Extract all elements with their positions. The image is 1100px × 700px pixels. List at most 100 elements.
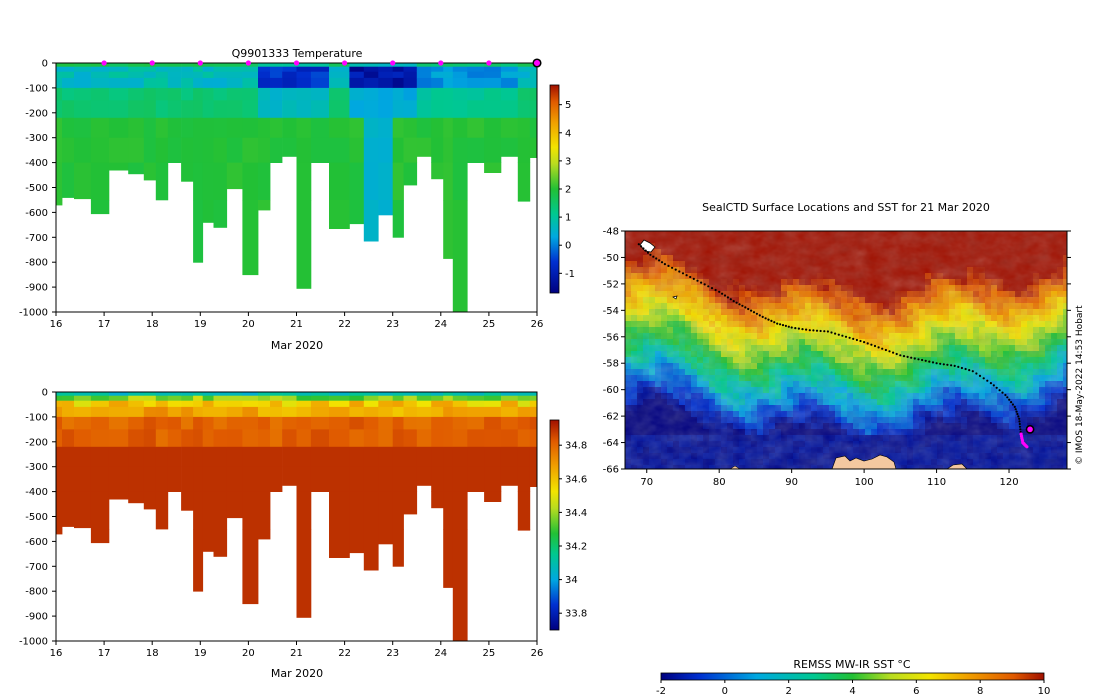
profile-cell <box>529 466 538 487</box>
profile-cell <box>90 529 110 544</box>
profile-cell <box>270 66 283 73</box>
profile-cell <box>155 117 169 139</box>
profile-cell <box>452 429 468 448</box>
profile-cell <box>193 446 204 468</box>
profile-cell <box>128 87 145 101</box>
profile-cell <box>258 529 271 540</box>
profile-cell <box>62 137 75 163</box>
profile-cell <box>108 406 129 418</box>
profile-cell <box>90 77 110 89</box>
profile-cell <box>403 446 418 468</box>
profile-cell <box>443 446 454 468</box>
profile-cell <box>62 87 75 101</box>
seal-surface-location <box>863 341 866 344</box>
profile-cell <box>296 529 312 618</box>
current-profile-marker <box>532 58 542 68</box>
profile-cell <box>155 77 169 89</box>
seal-surface-location <box>764 317 767 320</box>
colorbar-tick-label: 4 <box>565 128 571 139</box>
profile-cell <box>108 400 129 408</box>
profile-cell <box>282 63 297 68</box>
profile-cell <box>517 446 531 468</box>
surface-profile-marker <box>486 60 492 66</box>
lat-tick-label: -48 <box>603 227 619 238</box>
seal-surface-location <box>986 379 989 382</box>
y-tick-label: -300 <box>25 133 48 144</box>
profile-cell <box>443 491 454 530</box>
profile-cell <box>467 429 485 448</box>
seal-surface-location <box>1018 425 1022 428</box>
profile-cell <box>242 77 259 89</box>
profile-cell <box>242 466 259 492</box>
profile-cell <box>90 392 110 397</box>
profile-cell <box>378 117 394 139</box>
profile-cell <box>500 66 519 73</box>
profile-cell <box>90 400 110 408</box>
salinity-y-axis: 0 -100 -200 -300 -400 -500 -600 -700 -800 -900 -10… <box>19 388 56 648</box>
profile-cell <box>258 400 271 408</box>
seal-surface-location <box>805 328 808 331</box>
profile-cell <box>296 429 312 448</box>
profile-cell <box>431 87 444 101</box>
lon-tick-label: 100 <box>855 477 874 488</box>
seal-surface-location <box>685 274 688 277</box>
profile-cell <box>378 392 394 397</box>
profile-cell <box>108 71 129 79</box>
profile-cell <box>443 162 454 201</box>
profile-cell <box>74 466 92 492</box>
profile-cell <box>363 117 379 139</box>
seal-surface-location <box>924 359 927 362</box>
profile-cell <box>329 529 350 558</box>
profile-cell <box>155 400 169 408</box>
profile-cell <box>392 429 404 448</box>
profile-cell <box>193 77 204 89</box>
profile-cell <box>155 66 169 73</box>
profile-cell <box>181 63 194 68</box>
seal-surface-location <box>735 301 738 304</box>
profile-cell <box>143 416 157 430</box>
temperature-y-axis: 0 -100 -200 -300 -400 -500 -600 -700 -800 -900 -10… <box>19 59 56 319</box>
profile-cell <box>128 77 145 89</box>
profile-cell <box>74 117 92 139</box>
profile-cell <box>517 162 531 201</box>
profile-cell <box>363 429 379 448</box>
profile-cell <box>392 400 404 408</box>
profile-cell <box>258 416 271 430</box>
profile-cell <box>270 429 283 448</box>
profile-cell <box>349 406 365 418</box>
profile-cell <box>403 77 418 89</box>
seal-surface-location <box>710 287 714 290</box>
profile-cell <box>128 406 145 418</box>
profile-cell <box>416 66 432 73</box>
profile-cell <box>167 137 182 163</box>
profile-cell <box>529 406 538 418</box>
x-tick-label: 16 <box>50 648 63 659</box>
profile-cell <box>431 406 444 418</box>
profile-cell <box>443 416 454 430</box>
profile-cell <box>155 100 169 119</box>
profile-cell <box>517 406 531 418</box>
profile-cell <box>500 87 519 101</box>
profile-cell <box>500 392 519 397</box>
profile-cell <box>56 63 63 68</box>
x-tick-label: 17 <box>98 319 111 330</box>
profile-cell <box>226 466 243 492</box>
profile-cell <box>431 491 444 509</box>
profile-cell <box>500 400 519 408</box>
profile-cell <box>226 491 243 519</box>
seal-surface-location <box>950 364 953 367</box>
profile-cell <box>258 395 271 402</box>
y-tick-label: -800 <box>25 258 48 269</box>
profile-cell <box>310 71 330 79</box>
seal-surface-location <box>946 363 949 366</box>
seal-surface-location <box>741 304 744 307</box>
profile-cell <box>431 429 444 448</box>
profile-cell <box>500 429 519 448</box>
seal-surface-location <box>841 334 844 337</box>
seal-surface-location <box>1025 445 1029 449</box>
profile-cell <box>392 117 404 139</box>
profile-cell <box>416 416 432 430</box>
profile-cell <box>392 466 404 492</box>
profile-cell <box>56 429 63 448</box>
profile-cell <box>467 100 485 119</box>
